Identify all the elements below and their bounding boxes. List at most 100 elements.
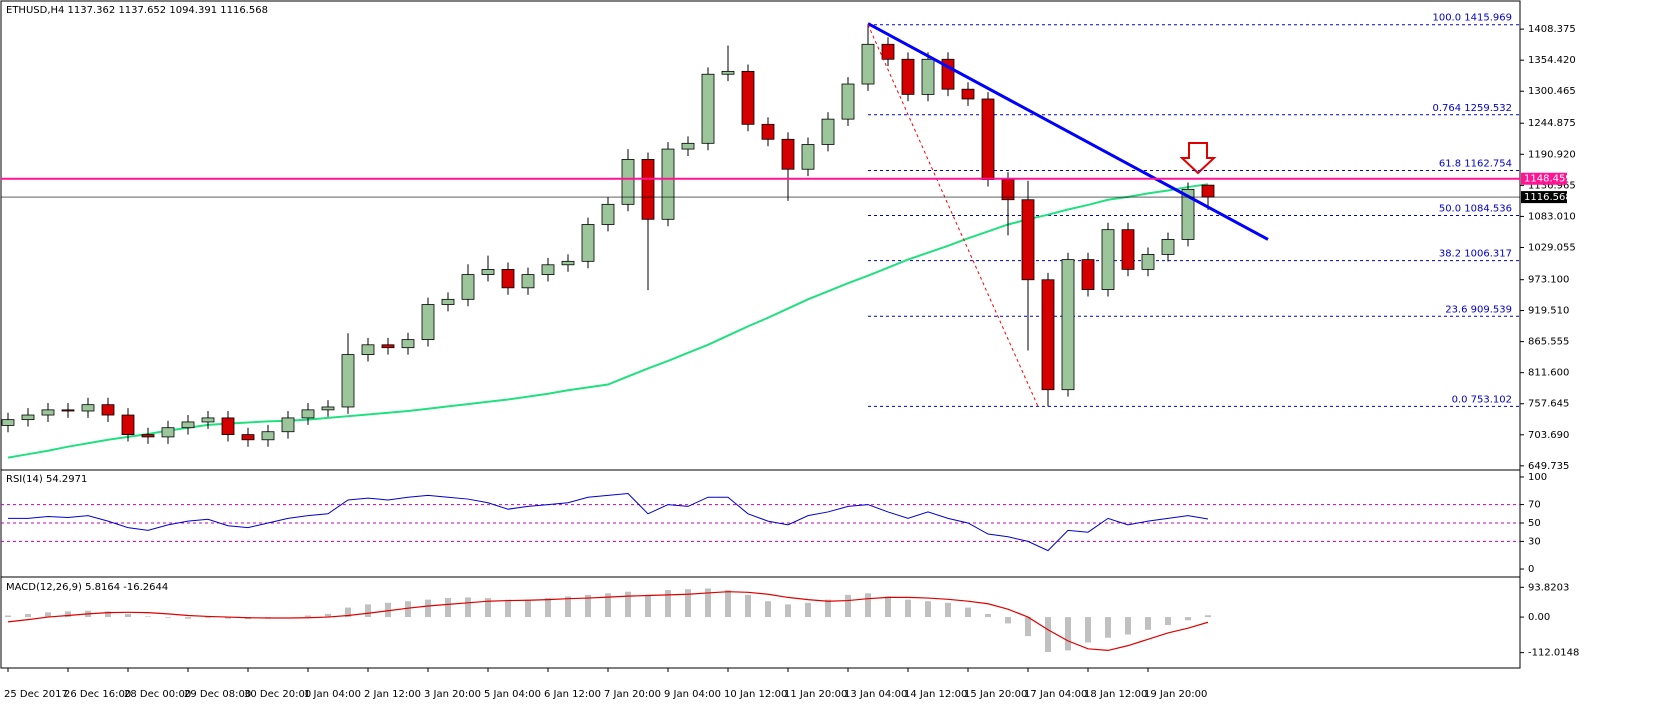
histogram-bar <box>1125 617 1131 635</box>
histogram-bar <box>45 612 51 618</box>
histogram-bar <box>825 599 831 618</box>
y-tick-label: 0.00 <box>1528 612 1550 623</box>
candle-body <box>121 414 135 436</box>
candle-body <box>1081 259 1095 290</box>
candle-body <box>921 58 935 95</box>
histogram-bar <box>965 607 971 618</box>
y-tick-label: 100 <box>1528 472 1547 483</box>
candle-body <box>1041 279 1055 391</box>
rsi-line <box>8 493 1209 552</box>
candle-body <box>801 144 815 170</box>
candle-body <box>101 404 115 416</box>
price-tag <box>1521 191 1567 204</box>
candle-body <box>681 142 695 150</box>
candle-body <box>621 159 635 205</box>
y-tick-label: 811.600 <box>1528 368 1569 379</box>
histogram-bar <box>805 602 811 618</box>
x-tick-label: 28 Dec 00:00 <box>124 689 191 700</box>
candle-body <box>1021 199 1035 281</box>
candle-body <box>1101 229 1115 290</box>
candle-body <box>881 43 895 60</box>
candle-body <box>1161 239 1175 255</box>
x-tick-label: 18 Jan 12:00 <box>1084 689 1147 700</box>
candle-body <box>181 421 195 429</box>
histogram-bar <box>525 599 531 618</box>
histogram-bar <box>945 602 951 618</box>
histogram-bar <box>865 593 871 618</box>
histogram-bar <box>405 601 411 618</box>
candle-body <box>741 70 755 125</box>
histogram-bar <box>1185 617 1191 621</box>
histogram-bar <box>125 613 131 618</box>
candle-body <box>1141 254 1155 270</box>
histogram-bar <box>685 589 691 618</box>
candle-body <box>201 417 215 423</box>
histogram-bar <box>1005 617 1011 624</box>
histogram-bar <box>325 613 331 618</box>
candle-body <box>501 268 515 289</box>
candle-body <box>21 414 35 421</box>
histogram-bar <box>645 594 651 618</box>
histogram-bar <box>145 616 151 618</box>
histogram-bar <box>385 602 391 618</box>
x-tick-label: 7 Jan 20:00 <box>604 689 661 700</box>
histogram-bar <box>565 596 571 618</box>
histogram-bar <box>545 598 551 618</box>
histogram-bar <box>165 617 171 618</box>
x-tick-label: 2 Jan 12:00 <box>364 689 421 700</box>
fib-label: 50.0 1084.536 <box>1439 204 1512 215</box>
x-tick-label: 19 Jan 20:00 <box>1144 689 1207 700</box>
histogram-bar <box>185 617 191 619</box>
x-tick-label: 26 Dec 16:00 <box>64 689 131 700</box>
histogram-bar <box>985 613 991 618</box>
histogram-bar <box>65 611 71 618</box>
candle-body <box>901 58 915 95</box>
x-tick-label: 30 Dec 20:00 <box>244 689 311 700</box>
histogram-bar <box>745 594 751 618</box>
histogram-bar <box>1205 615 1211 618</box>
histogram-bar <box>445 598 451 618</box>
y-tick-label: 1190.920 <box>1528 149 1576 160</box>
candle-body <box>761 123 775 140</box>
histogram-bar <box>465 597 471 618</box>
x-tick-label: 14 Jan 12:00 <box>904 689 967 700</box>
y-tick-label: 1408.375 <box>1528 24 1576 35</box>
histogram-bar <box>505 599 511 618</box>
histogram-bar <box>485 598 491 618</box>
x-tick-label: 6 Jan 12:00 <box>544 689 601 700</box>
candle-body <box>641 159 655 220</box>
x-tick-label: 1 Jan 04:00 <box>304 689 361 700</box>
histogram-bar <box>585 594 591 618</box>
candle-body <box>461 274 475 300</box>
histogram-bar <box>305 615 311 618</box>
candle-body <box>61 409 75 412</box>
y-tick-label: 93.8203 <box>1528 582 1569 593</box>
candle-body <box>821 118 835 145</box>
candle-body <box>41 409 55 416</box>
histogram-bar <box>345 607 351 618</box>
x-tick-label: 29 Dec 08:00 <box>184 689 251 700</box>
arrow <box>1179 142 1217 175</box>
histogram-bar <box>705 588 711 618</box>
macd-title: MACD(12,26,9) 5.8164 -16.2644 <box>6 582 168 593</box>
candle-body <box>661 148 675 220</box>
candle-body <box>1 419 15 426</box>
candle-body <box>1201 184 1215 198</box>
fib-label: 23.6 909.539 <box>1445 304 1512 315</box>
candle-body <box>141 434 155 438</box>
swing-line <box>867 24 1039 407</box>
y-tick-label: 1354.420 <box>1528 55 1576 66</box>
y-tick-label: 703.690 <box>1528 430 1569 441</box>
fib-label: 100.0 1415.969 <box>1432 13 1512 24</box>
candle-body <box>341 354 355 408</box>
candle-body <box>721 70 735 75</box>
histogram-bar <box>1165 617 1171 626</box>
candle-body <box>321 406 335 411</box>
x-tick-label: 15 Jan 20:00 <box>964 689 1027 700</box>
histogram-bar <box>225 617 231 619</box>
y-tick-label: 1300.465 <box>1528 86 1576 97</box>
candle-body <box>1121 229 1135 270</box>
y-tick-label: 973.100 <box>1528 275 1569 286</box>
candle-body <box>1181 188 1195 240</box>
